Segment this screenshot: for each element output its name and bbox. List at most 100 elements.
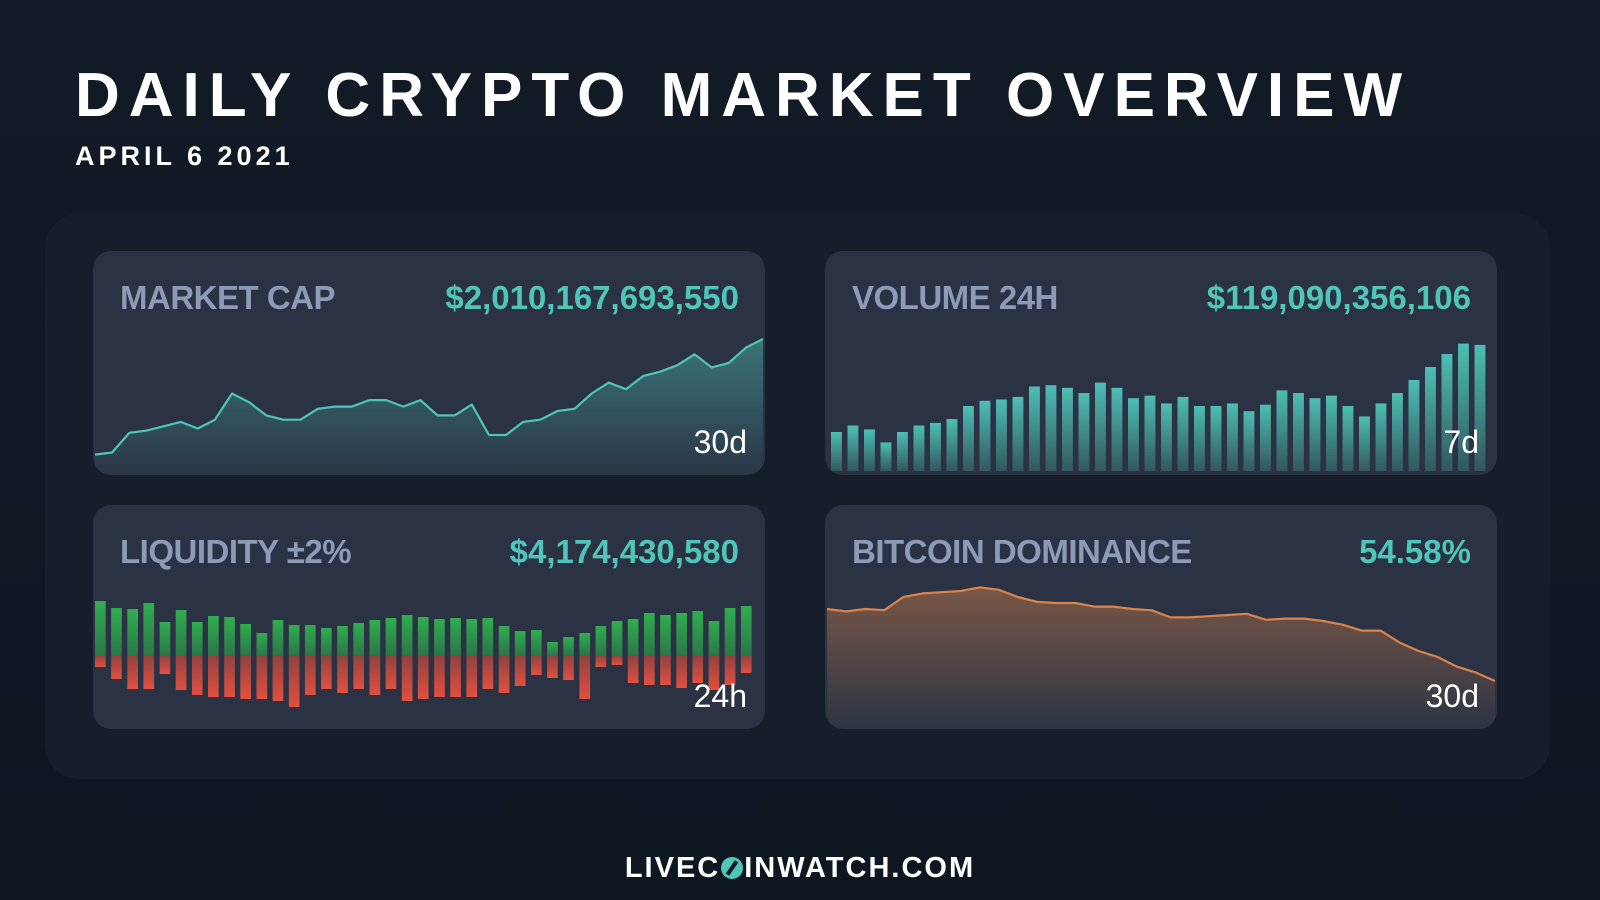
volume-bar xyxy=(1194,406,1205,471)
volume-bar xyxy=(963,406,974,471)
liquidity-bid-bar xyxy=(498,626,510,655)
volume-bar xyxy=(1161,403,1172,471)
liquidity-bid-bar xyxy=(175,610,187,655)
liquidity-ask-bar xyxy=(208,655,219,697)
liquidity-label: LIQUIDITY ±2% xyxy=(120,533,352,570)
brand-footer[interactable]: LIVEC INWATCH.COM xyxy=(0,852,1600,885)
liquidity-bid-bar xyxy=(385,618,397,655)
volume-bar xyxy=(831,432,842,471)
btc-dominance-label: BITCOIN DOMINANCE xyxy=(852,533,1192,570)
liquidity-bid-bar xyxy=(191,622,203,655)
liquidity-period: 24h xyxy=(693,678,747,714)
volume-bar xyxy=(1210,406,1222,471)
volume-chart xyxy=(831,343,1486,471)
liquidity-ask-bar xyxy=(304,655,316,695)
volume-bar xyxy=(1177,396,1189,471)
liquidity-ask-bar xyxy=(563,655,574,680)
liquidity-bid-bar xyxy=(369,620,381,655)
volume-bar xyxy=(1144,395,1156,471)
liquidity-bid-bar xyxy=(288,625,300,655)
liquidity-card: LIQUIDITY ±2% $4,174,430,580 24h xyxy=(93,505,765,729)
volume-bar xyxy=(1062,387,1073,471)
liquidity-bid-bar xyxy=(321,628,332,655)
liquidity-ask-bar xyxy=(95,655,106,667)
page-title: DAILY CRYPTO MARKET OVERVIEW xyxy=(75,61,1412,130)
liquidity-bid-bar xyxy=(450,618,461,655)
volume-bar xyxy=(996,399,1007,471)
volume-card: VOLUME 24H $119,090,356,106 7d xyxy=(825,251,1497,475)
btc-dominance-area xyxy=(827,587,1495,729)
volume-bar xyxy=(1243,411,1255,471)
btc-dominance-value: 54.58% xyxy=(1359,533,1471,570)
liquidity-ask-bar xyxy=(660,655,671,685)
volume-bar xyxy=(1441,354,1453,471)
liquidity-bid-bar xyxy=(531,630,542,655)
liquidity-ask-bar xyxy=(498,655,510,693)
volume-bar xyxy=(1342,406,1354,471)
volume-bar xyxy=(1276,390,1288,471)
liquidity-bid-bar xyxy=(434,619,445,655)
volume-bar xyxy=(1392,393,1403,471)
liquidity-ask-bar xyxy=(692,655,704,683)
volume-bar xyxy=(1227,403,1238,471)
market-cap-label: MARKET CAP xyxy=(120,279,336,316)
market-cap-line xyxy=(94,338,764,456)
volume-bar xyxy=(1095,382,1106,471)
liquidity-ask-bar xyxy=(514,655,526,686)
liquidity-ask-bar xyxy=(579,655,591,699)
volume-bar xyxy=(979,400,991,471)
brand-text-right: INWATCH.COM xyxy=(744,852,976,884)
liquidity-ask-bar xyxy=(450,655,461,697)
liquidity-ask-bar xyxy=(337,655,348,693)
liquidity-ask-bar xyxy=(240,655,251,699)
liquidity-bid-bar xyxy=(644,613,655,655)
liquidity-bid-bar xyxy=(724,608,736,655)
liquidity-bid-bar xyxy=(595,626,607,655)
volume-bar xyxy=(1425,367,1436,471)
liquidity-ask-bar xyxy=(191,655,203,695)
volume-bar xyxy=(1375,403,1387,471)
volume-bar xyxy=(1474,344,1486,471)
liquidity-ask-bar xyxy=(644,655,655,685)
overview-board: MARKET CAP $2,010,167,693,550 30d VOLUME… xyxy=(45,214,1550,779)
btc-dominance-chart xyxy=(826,586,1496,729)
liquidity-ask-bar xyxy=(417,655,429,699)
liquidity-bid-bar xyxy=(627,619,639,655)
liquidity-ask-bar xyxy=(708,655,720,690)
market-cap-value: $2,010,167,693,550 xyxy=(445,279,739,316)
volume-bar xyxy=(847,425,859,471)
volume-bar xyxy=(1045,385,1057,471)
liquidity-bid-bar xyxy=(127,609,138,655)
liquidity-bid-bar xyxy=(482,618,494,655)
liquidity-ask-bar xyxy=(627,655,639,683)
btc-dominance-line xyxy=(826,586,1496,683)
liquidity-bid-bar xyxy=(353,623,364,655)
market-cap-chart xyxy=(94,338,764,475)
market-cap-area xyxy=(95,339,763,475)
liquidity-ask-bar xyxy=(288,655,300,707)
liquidity-value: $4,174,430,580 xyxy=(509,533,739,570)
btc-dominance-period: 30d xyxy=(1425,678,1479,714)
liquidity-bid-bar xyxy=(224,617,235,655)
volume-bar xyxy=(1458,343,1469,471)
volume-bar xyxy=(1359,416,1370,471)
brand-text-left: LIVEC xyxy=(624,852,721,884)
liquidity-ask-bar xyxy=(611,655,623,665)
liquidity-ask-bar xyxy=(676,655,687,688)
volume-bar xyxy=(930,422,941,471)
liquidity-bid-bar xyxy=(304,625,316,655)
liquidity-ask-bar xyxy=(369,655,381,695)
liquidity-bid-bar xyxy=(708,621,720,655)
volume-value: $119,090,356,106 xyxy=(1206,279,1471,316)
liquidity-bid-bar xyxy=(740,606,752,655)
volume-bar xyxy=(1293,393,1304,471)
market-cap-card: MARKET CAP $2,010,167,693,550 30d xyxy=(93,251,765,475)
liquidity-ask-bar xyxy=(531,655,542,675)
volume-bar xyxy=(897,432,908,471)
volume-bar xyxy=(1078,393,1090,471)
liquidity-bid-bar xyxy=(208,616,219,655)
liquidity-ask-bar xyxy=(724,655,736,685)
liquidity-ask-bar xyxy=(401,655,413,701)
liquidity-bid-bar xyxy=(337,626,348,655)
market-cap-period: 30d xyxy=(693,424,747,460)
